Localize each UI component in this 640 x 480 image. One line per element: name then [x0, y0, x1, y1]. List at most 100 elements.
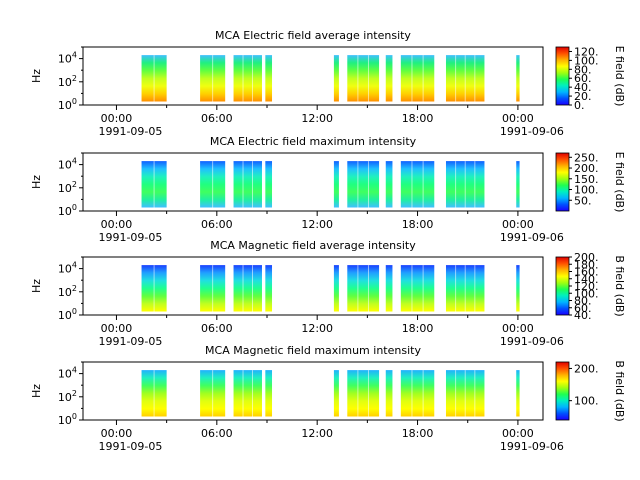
colorbar-tick-label: 120.: [574, 280, 599, 293]
data-block: [333, 161, 339, 208]
data-block: [385, 265, 393, 312]
x-tick-label: 00:00: [101, 427, 133, 440]
panel-title: MCA Magnetic field average intensity: [210, 239, 416, 252]
y-axis-label: Hz: [30, 175, 43, 189]
colorbar-tick-label: 80.: [574, 63, 592, 76]
data-block: [516, 265, 520, 312]
data-block: [400, 55, 435, 102]
x-tick-label: 12:00: [301, 322, 333, 335]
data-block: [400, 370, 435, 417]
data-block: [400, 265, 435, 312]
colorbar-tick-label: 100.: [574, 54, 599, 67]
x-tick-label: 06:00: [201, 112, 233, 125]
y-tick-label: 104: [58, 157, 77, 172]
y-tick-label: 102: [58, 180, 77, 195]
colorbar-tick-label: 160.: [574, 266, 599, 279]
panel-title: MCA Electric field average intensity: [215, 29, 411, 42]
colorbar-tick-label: 100.: [574, 184, 599, 197]
y-tick-label: 102: [58, 389, 77, 404]
data-blocks: [141, 161, 520, 208]
y-tick-label: 100: [58, 412, 77, 427]
data-block: [265, 370, 273, 417]
x-end-date: 1991-09-06: [500, 125, 564, 138]
y-tick-label: 102: [58, 284, 77, 299]
colorbar-tick-label: 60.: [574, 72, 592, 85]
x-tick-label: 00:00: [101, 218, 133, 231]
data-block: [333, 265, 339, 312]
data-block: [333, 370, 339, 417]
colorbar: 0.20.40.60.80.100.120. E field (dB): [555, 45, 626, 112]
colorbar: 50.100.150.200.250. E field (dB): [555, 151, 626, 213]
colorbar-tick-label: 200.: [574, 251, 599, 264]
colorbar-tick-label: 20.: [574, 90, 592, 103]
x-tick-label: 18:00: [402, 218, 434, 231]
data-block: [233, 55, 262, 102]
x-tick-label: 00:00: [502, 218, 534, 231]
data-block: [233, 370, 262, 417]
y-axis-label: Hz: [30, 384, 43, 398]
colorbar: 40.60.80.100.120.140.160.180.200. B field…: [555, 251, 626, 322]
y-axis-label: Hz: [30, 69, 43, 83]
colorbar-label: B field (dB): [613, 360, 626, 421]
panel-2: MCA Electric field maximum intensity 100 1…: [30, 135, 626, 244]
colorbar-label: E field (dB): [613, 152, 626, 213]
y-tick-label: 104: [58, 51, 77, 66]
y-tick-label: 100: [58, 307, 77, 322]
data-block: [265, 161, 273, 208]
x-start-date: 1991-09-05: [98, 440, 162, 453]
x-tick-label: 12:00: [301, 218, 333, 231]
data-block: [347, 370, 380, 417]
colorbar-tick-label: 100.: [574, 395, 599, 408]
x-tick-label: 18:00: [402, 112, 434, 125]
colorbar-tick-label: 40.: [574, 81, 592, 94]
colorbar-tick-label: 250.: [574, 151, 599, 164]
x-tick-label: 12:00: [301, 427, 333, 440]
y-tick-label: 100: [58, 97, 77, 112]
data-block: [385, 370, 393, 417]
x-tick-label: 00:00: [502, 112, 534, 125]
data-block: [516, 161, 520, 208]
colorbar-tick-label: 80.: [574, 295, 592, 308]
colorbar-tick-label: 180.: [574, 258, 599, 271]
colorbar-label: E field (dB): [613, 46, 626, 107]
y-tick-label: 104: [58, 366, 77, 381]
colorbar-tick-label: 50.: [574, 194, 592, 207]
x-tick-label: 06:00: [201, 322, 233, 335]
y-tick-label: 102: [58, 74, 77, 89]
colorbar-gradient: [555, 256, 570, 316]
x-tick-label: 06:00: [201, 427, 233, 440]
data-block: [400, 161, 435, 208]
colorbar-tick-label: 200.: [574, 162, 599, 175]
panel-title: MCA Magnetic field maximum intensity: [205, 344, 421, 357]
colorbar-tick-label: 60.: [574, 302, 592, 315]
colorbar: 100. 200. B field (dB): [555, 360, 626, 422]
x-tick-label: 00:00: [502, 427, 534, 440]
data-block: [265, 265, 273, 312]
y-axis-label: Hz: [30, 279, 43, 293]
colorbar-gradient: [555, 361, 570, 421]
data-block: [347, 265, 380, 312]
plot-frame: [82, 152, 544, 212]
data-block: [516, 55, 520, 102]
panel-1: MCA Electric field average intensity 100 1…: [30, 29, 626, 138]
x-end-date: 1991-09-06: [500, 440, 564, 453]
x-start-date: 1991-09-05: [98, 335, 162, 348]
plot-frame: [82, 46, 544, 106]
x-tick-label: 00:00: [502, 322, 534, 335]
data-block: [385, 55, 393, 102]
data-blocks: [141, 265, 520, 312]
x-tick-label: 06:00: [201, 218, 233, 231]
colorbar-tick-label: 100.: [574, 287, 599, 300]
data-block: [347, 161, 380, 208]
data-blocks: [141, 55, 520, 102]
plot-frame: [82, 256, 544, 316]
colorbar-tick-label: 140.: [574, 273, 599, 286]
colorbar-tick-label: 40.: [574, 309, 592, 322]
colorbar-tick-label: 150.: [574, 173, 599, 186]
colorbar-label: B field (dB): [613, 255, 626, 316]
colorbar-gradient: [555, 152, 570, 212]
data-block: [333, 55, 339, 102]
data-block: [347, 55, 380, 102]
plot-frame: [82, 361, 544, 421]
